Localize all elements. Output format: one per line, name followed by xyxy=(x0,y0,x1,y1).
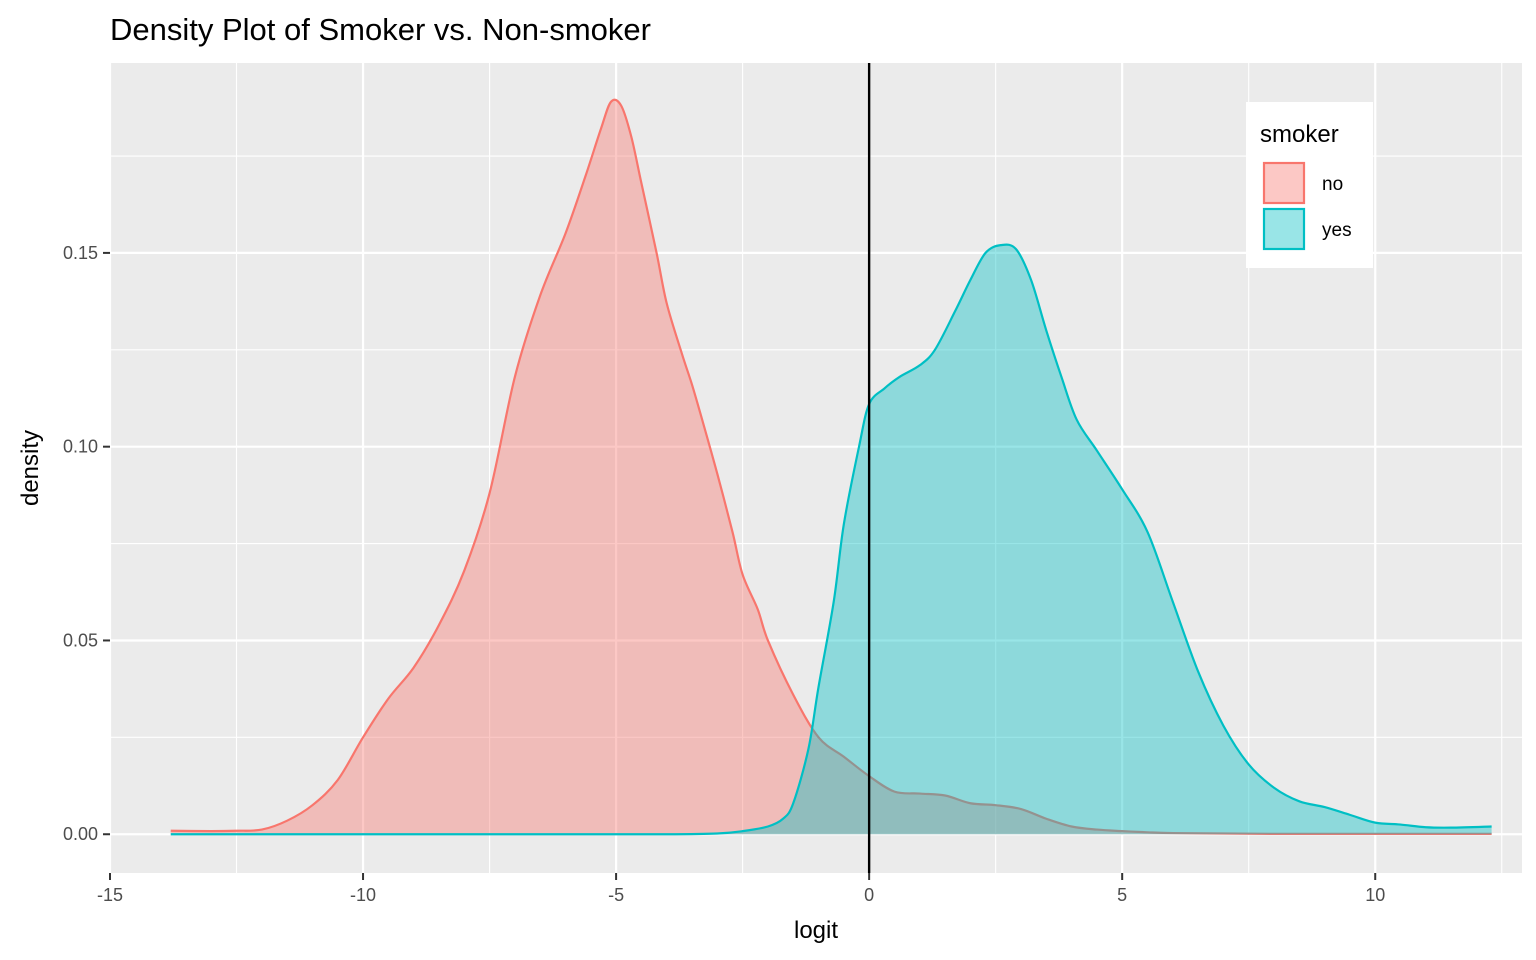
density-areas xyxy=(170,98,1492,836)
legend-key-bg-yes xyxy=(1263,208,1305,250)
y-tick-label: 0.05 xyxy=(63,630,98,650)
legend-key-yes xyxy=(1262,207,1306,251)
density-line-yes xyxy=(170,243,1492,836)
y-tick-label: 0.10 xyxy=(63,437,98,457)
y-axis: 0.00 0.05 0.10 0.15 xyxy=(63,243,110,844)
x-tick-label: 0 xyxy=(864,885,874,905)
y-axis-title: density xyxy=(17,430,44,506)
legend: smoker no yes xyxy=(1246,102,1373,268)
x-tick-label: 5 xyxy=(1117,885,1127,905)
legend-key-no xyxy=(1262,161,1306,205)
y-tick-label: 0.15 xyxy=(63,243,98,263)
legend-items: no yes xyxy=(1262,161,1352,251)
density-area-no xyxy=(170,99,1492,835)
density-area-yes xyxy=(170,244,1492,835)
y-tick-label: 0.00 xyxy=(63,824,98,844)
legend-key-bg-no xyxy=(1263,162,1305,204)
x-axis: -15 -10 -5 0 5 10 xyxy=(97,873,1385,905)
x-tick-label: -5 xyxy=(608,885,624,905)
x-tick-label: -15 xyxy=(97,885,123,905)
legend-label-no: no xyxy=(1322,174,1343,195)
density-line-no xyxy=(170,98,1492,835)
x-tick-label: 10 xyxy=(1365,885,1385,905)
chart-title: Density Plot of Smoker vs. Non-smoker xyxy=(110,12,651,47)
legend-label-yes: yes xyxy=(1322,220,1352,241)
x-tick-label: -10 xyxy=(350,885,376,905)
legend-title: smoker xyxy=(1260,121,1339,148)
x-axis-title: logit xyxy=(794,917,838,944)
